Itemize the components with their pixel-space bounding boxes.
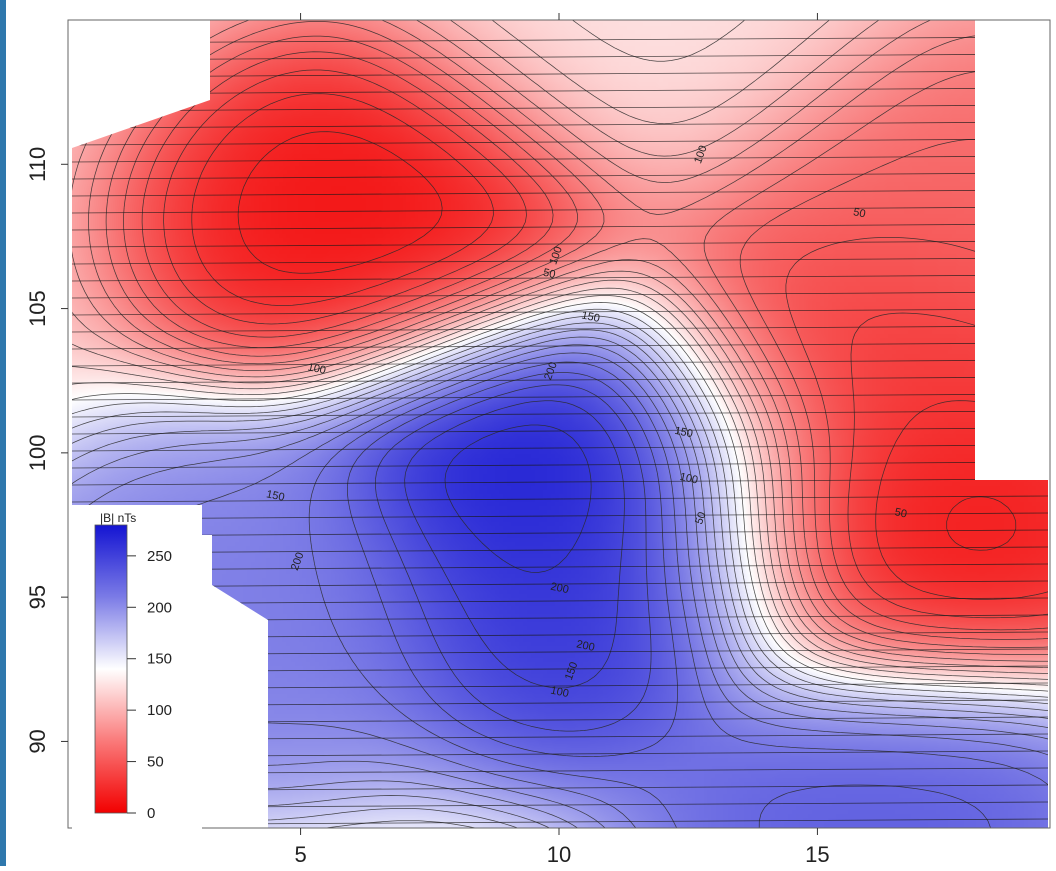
colorbar-tick-label: 100: [147, 702, 172, 719]
colorbar-tick-label: 50: [147, 754, 164, 771]
colorbar-tick-label: 0: [147, 805, 155, 822]
survey-line: [72, 53, 1048, 61]
survey-line: [72, 274, 1048, 282]
survey-line: [72, 529, 1048, 537]
contour-line: [444, 424, 592, 573]
colorbar: |B| nTs 0 50 100 150 200 250: [72, 505, 202, 830]
contour-label: 100: [692, 144, 710, 165]
contour-label: 50: [852, 206, 866, 220]
survey-line: [72, 155, 1048, 163]
survey-line: [72, 189, 1048, 197]
x-tick-label: 5: [294, 842, 306, 866]
survey-line: [72, 87, 1048, 95]
x-tick-label: 15: [805, 842, 829, 866]
contour-label: 100: [549, 685, 569, 701]
y-tick-label: 90: [25, 729, 50, 753]
survey-line: [72, 444, 1048, 452]
survey-line: [72, 376, 1048, 384]
contour-line: [141, 51, 1048, 631]
y-tick-label: 110: [25, 147, 50, 182]
contour-line: [72, 315, 1048, 828]
survey-line: [72, 240, 1048, 248]
contour-label: 200: [575, 638, 595, 654]
survey-line: [72, 461, 1048, 469]
survey-line: [72, 36, 1048, 44]
colorbar-tick-label: 250: [147, 548, 172, 565]
contour-label: 50: [693, 510, 708, 526]
survey-line: [72, 410, 1048, 418]
survey-line: [72, 359, 1048, 367]
survey-line: [72, 172, 1048, 180]
survey-line: [72, 546, 1048, 554]
survey-line: [72, 512, 1048, 520]
contour-line: [72, 302, 1048, 692]
survey-line: [72, 121, 1048, 129]
contour-label: 100: [679, 471, 699, 487]
y-tick-label: 100: [25, 434, 50, 471]
contour-line: [308, 361, 1048, 828]
survey-line: [72, 206, 1048, 214]
colorbar-tick-label: 150: [147, 651, 172, 668]
contour-label: 150: [580, 309, 600, 325]
colorbar-title: |B| nTs: [100, 511, 136, 525]
survey-line: [72, 223, 1048, 231]
x-tick-label: 10: [547, 842, 571, 866]
survey-line: [72, 257, 1048, 265]
contour-label: 150: [265, 488, 285, 504]
y-tick-label: 95: [25, 585, 50, 609]
survey-line: [72, 478, 1048, 486]
contour-label: 200: [542, 360, 560, 381]
survey-line: [72, 563, 1048, 571]
survey-line: [72, 342, 1048, 350]
y-tick-label: 105: [25, 290, 50, 327]
x-axis: 5 10 15: [294, 13, 830, 867]
colorbar-ticks: 0 50 100 150 200 250: [127, 548, 172, 822]
survey-line: [72, 325, 1048, 333]
contour-label: 100: [547, 245, 565, 266]
contour-label: 200: [289, 551, 307, 572]
contour-line: [347, 372, 991, 828]
survey-line: [72, 291, 1048, 299]
contour-label: 50: [894, 506, 908, 520]
colorbar-background: [72, 505, 202, 830]
contour-line: [105, 21, 1048, 648]
contour-label: 200: [549, 581, 569, 597]
survey-line: [72, 104, 1048, 112]
survey-line: [72, 138, 1048, 146]
colorbar-tick-label: 200: [147, 599, 172, 616]
survey-line: [72, 308, 1048, 316]
colorbar-ramp: [94, 524, 128, 814]
survey-line: [72, 70, 1048, 78]
survey-line: [72, 495, 1048, 503]
survey-line: [72, 427, 1048, 435]
contour-label: 50: [542, 267, 556, 281]
y-axis: 90 95 100 105 110: [25, 147, 68, 754]
contour-label: 150: [673, 425, 693, 441]
survey-line: [72, 580, 1048, 588]
survey-line: [72, 393, 1048, 401]
contour-line: [191, 93, 1048, 600]
contour-line: [72, 295, 1048, 686]
contour-label: 150: [563, 660, 581, 681]
contour-label: 100: [306, 361, 326, 377]
